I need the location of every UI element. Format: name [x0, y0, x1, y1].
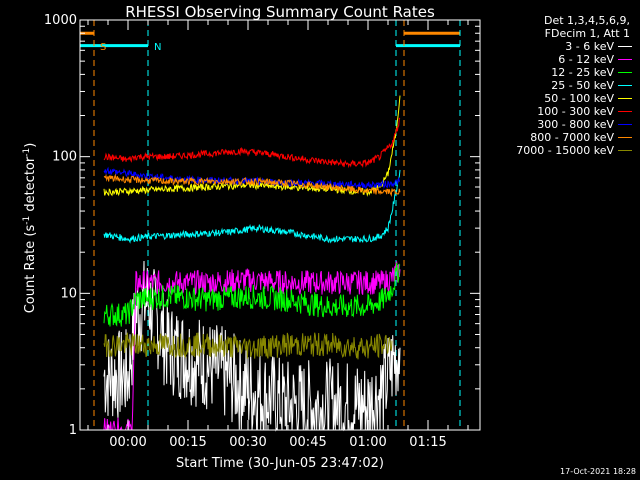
- chart-title: RHESSI Observing Summary Count Rates: [125, 3, 435, 21]
- legend-swatch: [618, 111, 632, 112]
- legend-item-label: 800 - 7000 keV: [530, 131, 614, 144]
- ylabel-b: -1: [22, 216, 32, 225]
- legend-item: 6 - 12 keV: [470, 53, 632, 66]
- legend-swatch: [618, 59, 632, 60]
- legend-item-label: 6 - 12 keV: [558, 53, 614, 66]
- legend: Det 1,3,4,5,6,9, FDecim 1, Att 1 3 - 6 k…: [470, 14, 632, 157]
- y-tick-label: 1000: [44, 13, 77, 28]
- legend-swatch: [618, 137, 632, 138]
- legend-swatch: [618, 46, 632, 47]
- legend-item-label: 50 - 100 keV: [544, 92, 614, 105]
- x-tick-label: 00:15: [169, 435, 206, 450]
- legend-item-label: 25 - 50 keV: [551, 79, 614, 92]
- ylabel-e: ): [23, 143, 38, 148]
- legend-swatch: [618, 72, 632, 73]
- x-tick-label: 00:45: [289, 435, 326, 450]
- ylabel-d: -1: [22, 148, 32, 157]
- x-tick-label: 01:00: [349, 435, 386, 450]
- x-tick-label: 00:30: [229, 435, 266, 450]
- legend-item: 800 - 7000 keV: [470, 131, 632, 144]
- legend-item: 7000 - 15000 keV: [470, 144, 632, 157]
- legend-item: 50 - 100 keV: [470, 92, 632, 105]
- legend-item-label: 3 - 6 keV: [565, 40, 614, 53]
- x-tick-label: 00:00: [109, 435, 146, 450]
- legend-item-label: 100 - 300 keV: [537, 105, 614, 118]
- marker-label-saa-start: S: [100, 42, 106, 53]
- axes: 1 10 100 1000 00:00 00:15 00:30 00:45 01:00 01:15: [44, 13, 481, 450]
- legend-item-label: 7000 - 15000 keV: [516, 144, 614, 157]
- series-7000-15000keV: [103, 332, 393, 360]
- legend-item-label: 12 - 25 keV: [551, 66, 614, 79]
- ylabel-c: detector: [23, 156, 38, 216]
- legend-swatch: [618, 98, 632, 99]
- y-tick-label: 10: [60, 286, 77, 301]
- y-tick-label: 100: [52, 150, 77, 165]
- legend-item: 300 - 800 keV: [470, 118, 632, 131]
- y-tick-label: 1: [69, 423, 77, 438]
- ylabel-a: Count Rate (s: [23, 225, 38, 314]
- legend-item: 12 - 25 keV: [470, 66, 632, 79]
- legend-swatch: [618, 150, 632, 151]
- legend-item: 25 - 50 keV: [470, 79, 632, 92]
- marker-label-night-start: N: [154, 42, 161, 53]
- legend-item: 100 - 300 keV: [470, 105, 632, 118]
- x-axis-label: Start Time (30-Jun-05 23:47:02): [176, 456, 384, 471]
- y-axis-label: Count Rate (s-1 detector-1): [22, 143, 38, 314]
- legend-swatch: [618, 85, 632, 86]
- legend-swatch: [618, 124, 632, 125]
- plot-frame: [79, 19, 481, 431]
- legend-header-1: Det 1,3,4,5,6,9,: [543, 14, 630, 27]
- legend-items: 3 - 6 keV 6 - 12 keV 12 - 25 keV 25 - 50 ke…: [470, 40, 632, 157]
- series-6-12keV: [103, 261, 401, 431]
- series-12-25keV: [103, 262, 401, 327]
- timestamp: 17-Oct-2021 18:28: [560, 467, 636, 476]
- x-tick-label: 01:15: [409, 435, 446, 450]
- series-25-50keV: [103, 169, 401, 244]
- series-100-300keV: [103, 117, 401, 169]
- series-800-7000keV: [103, 173, 401, 198]
- legend-item-label: 300 - 800 keV: [537, 118, 614, 131]
- legend-item: 3 - 6 keV: [470, 40, 632, 53]
- legend-header-2: FDecim 1, Att 1: [544, 27, 630, 40]
